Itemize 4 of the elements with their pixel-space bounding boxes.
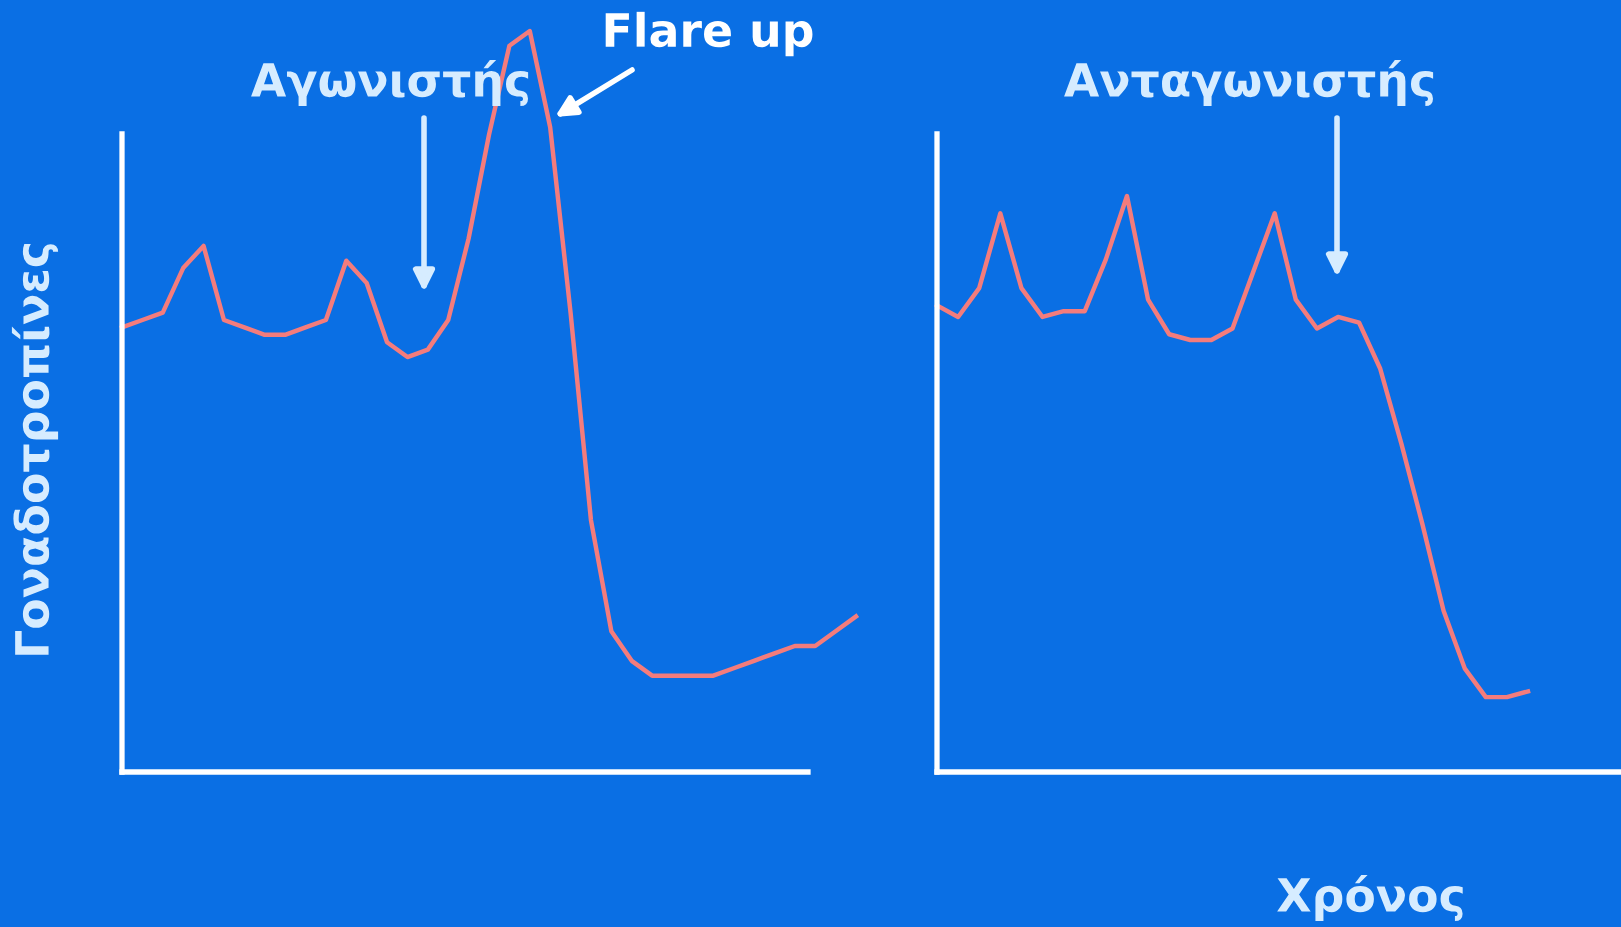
y-axis-title: Γοναδοτροπίνες [11, 244, 59, 655]
x-axis-title: Χρόνος [1277, 874, 1463, 922]
annotation: Flare up [605, 11, 813, 57]
text: Ανταγωνιστής [1064, 59, 1434, 107]
